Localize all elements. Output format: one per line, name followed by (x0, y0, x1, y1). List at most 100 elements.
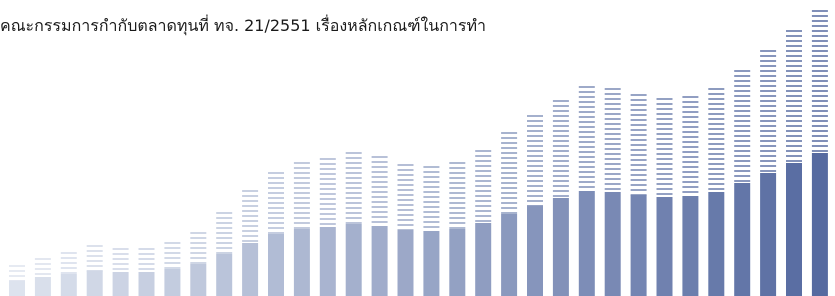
deco-stripe (113, 258, 129, 260)
deco-stripe (216, 232, 232, 234)
deco-stripe (372, 196, 388, 198)
deco-stripe (372, 176, 388, 178)
deco-stripe (579, 86, 595, 88)
deco-stripe (190, 257, 206, 259)
deco-stripe (553, 170, 569, 172)
deco-stripe (812, 25, 828, 27)
deco-stripe (449, 229, 465, 296)
deco-stripe (682, 126, 698, 128)
deco-stripe (786, 45, 802, 47)
deco-stripe (812, 135, 828, 137)
deco-stripe (734, 85, 750, 87)
deco-stripe (631, 159, 647, 161)
deco-stripe (501, 187, 517, 189)
deco-stripe (268, 177, 284, 179)
deco-stripe (268, 227, 284, 229)
deco-stripe (242, 205, 258, 207)
deco-stripe (346, 162, 362, 164)
deco-stripe (579, 191, 595, 296)
deco-stripe (605, 103, 621, 105)
page: {"heading": "คณะกรรมการกำกับตลาดทุนที่ ท… (0, 0, 835, 296)
deco-stripe (812, 75, 828, 77)
deco-stripe (631, 114, 647, 116)
deco-stripe (812, 125, 828, 127)
deco-stripe (35, 268, 51, 270)
deco-stripe (320, 213, 336, 215)
deco-stripe (579, 171, 595, 173)
deco-stripe (708, 138, 724, 140)
deco-stripe (320, 163, 336, 165)
deco-stripe (760, 135, 776, 137)
deco-stripe (708, 183, 724, 185)
deco-stripe (734, 183, 750, 296)
deco-stripe (320, 193, 336, 195)
deco-stripe (423, 176, 439, 178)
deco-stripe (527, 140, 543, 142)
deco-stripe (553, 155, 569, 157)
deco-stripe (786, 150, 802, 152)
deco-stripe (786, 135, 802, 137)
deco-stripe (449, 182, 465, 184)
deco-stripe (372, 211, 388, 213)
deco-stripe (346, 207, 362, 209)
deco-stripe (475, 170, 491, 172)
deco-stripe (398, 219, 414, 221)
deco-stripe (113, 248, 129, 250)
deco-stripe (708, 148, 724, 150)
deco-stripe (423, 196, 439, 198)
deco-stripe (708, 118, 724, 120)
deco-stripe (812, 140, 828, 142)
deco-stripe (423, 211, 439, 213)
deco-stripe (708, 103, 724, 105)
deco-stripe (294, 162, 310, 164)
deco-stripe (553, 140, 569, 142)
deco-stripe (216, 237, 232, 239)
deco-stripe (346, 192, 362, 194)
deco-stripe (553, 110, 569, 112)
deco-stripe (786, 100, 802, 102)
deco-stripe (760, 150, 776, 152)
deco-stripe (423, 226, 439, 228)
deco-stripe (61, 274, 77, 296)
deco-stripe (657, 188, 673, 190)
deco-stripe (734, 70, 750, 72)
deco-stripe (682, 146, 698, 148)
deco-stripe (760, 160, 776, 162)
deco-stripe (553, 145, 569, 147)
deco-stripe (734, 75, 750, 77)
deco-stripe (372, 161, 388, 163)
deco-stripe (449, 202, 465, 204)
deco-stripe (139, 253, 155, 255)
deco-stripe (734, 100, 750, 102)
deco-stripe (61, 252, 77, 254)
deco-stripe (294, 182, 310, 184)
deco-stripe (734, 155, 750, 157)
deco-stripe (372, 181, 388, 183)
deco-stripe (786, 40, 802, 42)
deco-stripe (631, 189, 647, 191)
deco-stripe (553, 160, 569, 162)
deco-stripe (113, 268, 129, 270)
deco-stripe (786, 95, 802, 97)
deco-stripe (605, 88, 621, 90)
deco-stripe (605, 153, 621, 155)
deco-stripe (346, 152, 362, 154)
deco-stripe (657, 153, 673, 155)
deco-stripe (682, 111, 698, 113)
deco-stripe (760, 145, 776, 147)
deco-stripe (87, 245, 103, 247)
deco-stripe (682, 141, 698, 143)
deco-stripe (9, 270, 25, 272)
deco-stripe (631, 99, 647, 101)
deco-stripe (631, 164, 647, 166)
deco-stripe (449, 177, 465, 179)
deco-stripe (87, 255, 103, 257)
deco-stripe (579, 186, 595, 188)
deco-stripe (579, 141, 595, 143)
deco-stripe (216, 252, 232, 254)
deco-stripe (190, 252, 206, 254)
deco-stripe (579, 146, 595, 148)
deco-stripe (372, 166, 388, 168)
deco-stripe (398, 174, 414, 176)
deco-stripe (605, 188, 621, 190)
